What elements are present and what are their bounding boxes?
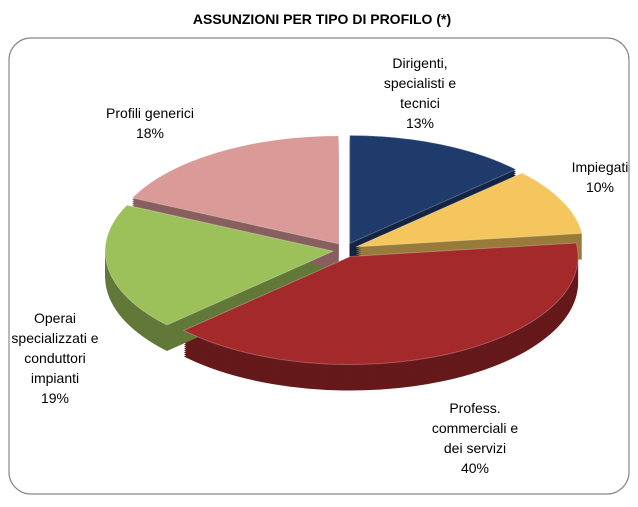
chart-title: ASSUNZIONI PER TIPO DI PROFILO (*): [193, 11, 451, 27]
slice-label: Operai specializzati e conduttori impianti: [11, 310, 98, 386]
slice: [104, 204, 335, 326]
slice-label: Profess. commerciali e dei servizi: [432, 400, 519, 456]
slice: [131, 135, 340, 245]
slice: [182, 242, 579, 366]
slice: [349, 134, 518, 245]
slice-label: Profili generici: [106, 105, 194, 121]
slice: [355, 172, 583, 248]
slice-label: Impiegati: [572, 159, 629, 175]
value-label: 10%: [586, 179, 614, 195]
value-label: 19%: [41, 390, 69, 406]
value-label: 18%: [136, 125, 164, 141]
value-label: 13%: [406, 115, 434, 131]
value-label: 40%: [461, 460, 489, 476]
slice-label: Dirigenti, specialisti e tecnici: [384, 55, 457, 111]
